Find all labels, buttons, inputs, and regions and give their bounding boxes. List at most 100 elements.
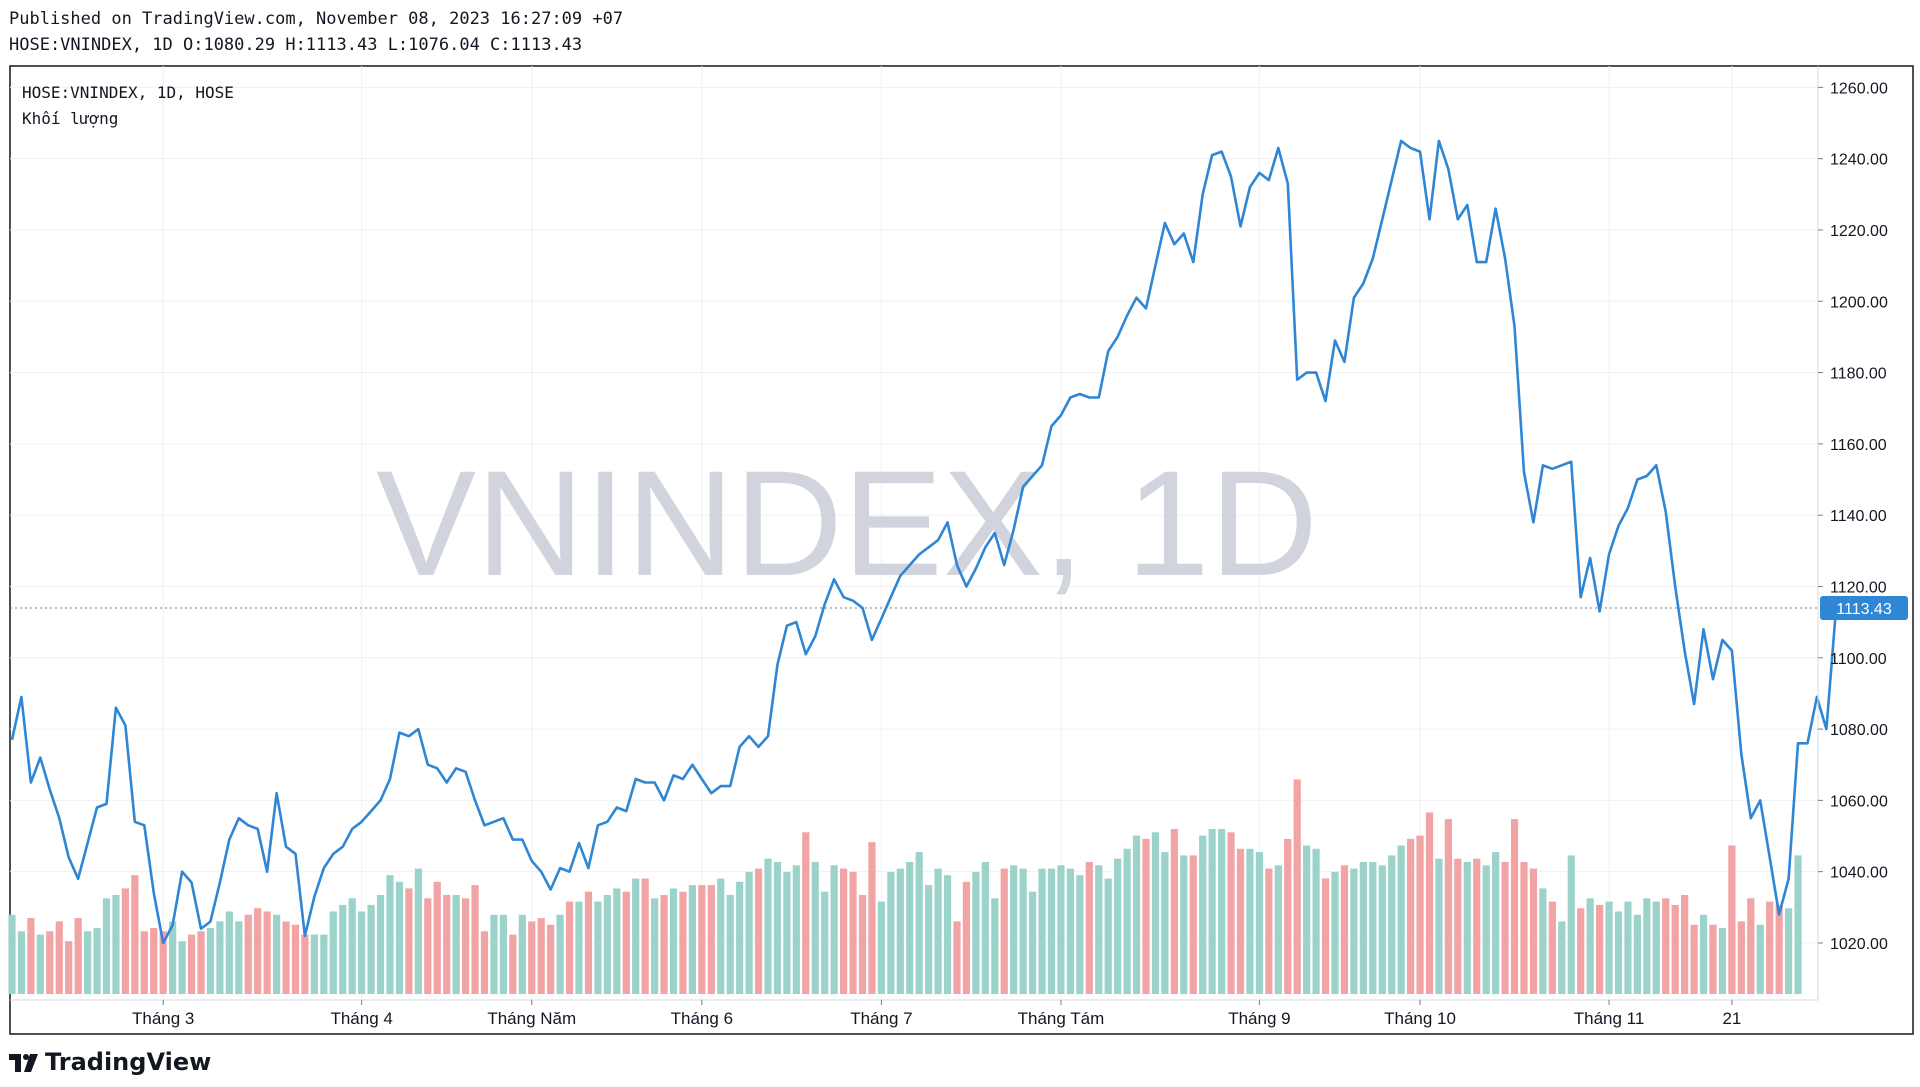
legend-symbol: HOSE:VNINDEX, 1D, HOSE	[22, 83, 234, 102]
volume-bar	[150, 928, 158, 994]
volume-bar	[159, 931, 167, 994]
price-axis[interactable]: 1020.00 1040.00 1060.00 1080.00 1100.00 1120.…	[1818, 80, 1888, 953]
y-tick-label: 1120.00	[1830, 579, 1887, 596]
tradingview-brand[interactable]: TradingView	[9, 1048, 211, 1076]
volume-bar	[1180, 855, 1188, 994]
volume-bar	[84, 931, 92, 994]
volume-bar	[877, 901, 885, 994]
y-tick-label: 1080.00	[1830, 722, 1888, 739]
volume-bar	[613, 888, 621, 994]
volume-bar	[1577, 908, 1585, 994]
volume-bar	[1785, 908, 1793, 994]
x-tick-label: Tháng Tám	[1018, 1009, 1105, 1028]
time-axis[interactable]: Tháng 3 Tháng 4 Tháng Năm Tháng 6 Tháng 7 Thá…	[132, 1000, 1741, 1028]
volume-bar	[74, 918, 82, 994]
last-price-badge: 1113.43	[1820, 596, 1908, 620]
volume-bar	[1718, 928, 1727, 994]
volume-bar	[1161, 852, 1169, 994]
volume-bar	[1378, 865, 1386, 994]
volume-bar	[1047, 868, 1056, 994]
volume-bar	[1728, 845, 1736, 994]
volume-bar	[1388, 855, 1396, 994]
y-tick-label: 1220.00	[1830, 223, 1888, 240]
volume-bar	[1303, 845, 1311, 994]
volume-bar	[556, 914, 564, 994]
volume-bar	[981, 862, 989, 994]
volume-bar	[424, 898, 432, 994]
volume-bar	[140, 931, 148, 994]
volume-bar	[36, 934, 44, 994]
volume-bar	[376, 895, 385, 994]
volume-bar	[367, 904, 375, 994]
volume-bar	[669, 888, 678, 994]
volume-bar	[1114, 858, 1122, 994]
volume-bar	[1265, 868, 1273, 994]
volume-bar	[93, 928, 101, 994]
y-tick-label: 1260.00	[1830, 80, 1888, 97]
volume-bar	[575, 901, 583, 994]
y-tick-label: 1040.00	[1830, 865, 1888, 882]
x-tick-label: Tháng Năm	[487, 1009, 576, 1028]
volume-bar	[169, 921, 177, 994]
last-price-badge-bg	[1820, 596, 1908, 620]
price-line-group	[10, 139, 1838, 945]
volume-bar	[471, 885, 479, 994]
volume-bar	[1510, 819, 1519, 994]
published-info: Published on TradingView.com, November 0…	[9, 9, 624, 29]
volume-bar	[802, 832, 810, 994]
volume-bar	[1444, 819, 1452, 994]
brand-name: TradingView	[45, 1048, 212, 1076]
volume-bar	[1435, 858, 1443, 994]
volume-bar	[972, 871, 980, 994]
volume-bar	[745, 871, 753, 994]
volume-bar	[1652, 901, 1660, 994]
volume-bar	[764, 858, 772, 994]
volume-bar	[1142, 838, 1150, 994]
volume-bar	[1756, 924, 1764, 994]
volume-bar	[1473, 858, 1481, 994]
volume-bar	[537, 918, 545, 994]
volume-bar	[1605, 901, 1613, 994]
x-tick-label: 21	[1722, 1009, 1741, 1028]
volume-bar	[1132, 835, 1141, 994]
volume-bar	[1482, 865, 1490, 994]
volume-bar	[65, 941, 73, 994]
volume-bar	[1218, 829, 1226, 994]
volume-bar	[726, 895, 734, 994]
volume-bar	[660, 895, 668, 994]
volume-bar	[1492, 852, 1500, 994]
volume-bar	[1359, 862, 1367, 994]
volume-bar	[1501, 862, 1509, 994]
volume-bar	[1529, 868, 1538, 994]
volume-bar	[547, 924, 555, 994]
volume-bar	[1397, 845, 1405, 994]
volume-bar	[1274, 865, 1282, 994]
volume-bar	[1596, 904, 1604, 994]
y-tick-label: 1100.00	[1830, 651, 1887, 668]
volume-bar	[1643, 898, 1651, 994]
last-price-label: 1113.43	[1836, 601, 1892, 618]
volume-bar	[594, 901, 602, 994]
volume-bar	[1539, 888, 1547, 994]
volume-bar	[962, 881, 971, 994]
volume-bar	[121, 888, 129, 994]
volume-bar	[641, 878, 649, 994]
volume-bar	[1321, 878, 1330, 994]
volume-bar	[1775, 904, 1783, 994]
volume-bar	[1123, 848, 1131, 994]
volume-bar	[518, 914, 526, 994]
volume-bar	[1010, 865, 1018, 994]
volume-bar	[821, 891, 829, 994]
volume-bar	[1690, 924, 1698, 994]
volume-bar	[1463, 862, 1471, 994]
volume-bar	[339, 904, 347, 994]
volume-bar	[433, 881, 441, 994]
y-tick-label: 1140.00	[1830, 508, 1887, 525]
volume-bar	[783, 871, 791, 994]
ohlc-info: HOSE:VNINDEX, 1D O:1080.29 H:1113.43 L:1…	[9, 35, 583, 55]
volume-bar	[528, 921, 536, 994]
volume-bar	[244, 914, 252, 994]
volume-bar	[273, 914, 281, 994]
volume-bar	[178, 941, 186, 994]
